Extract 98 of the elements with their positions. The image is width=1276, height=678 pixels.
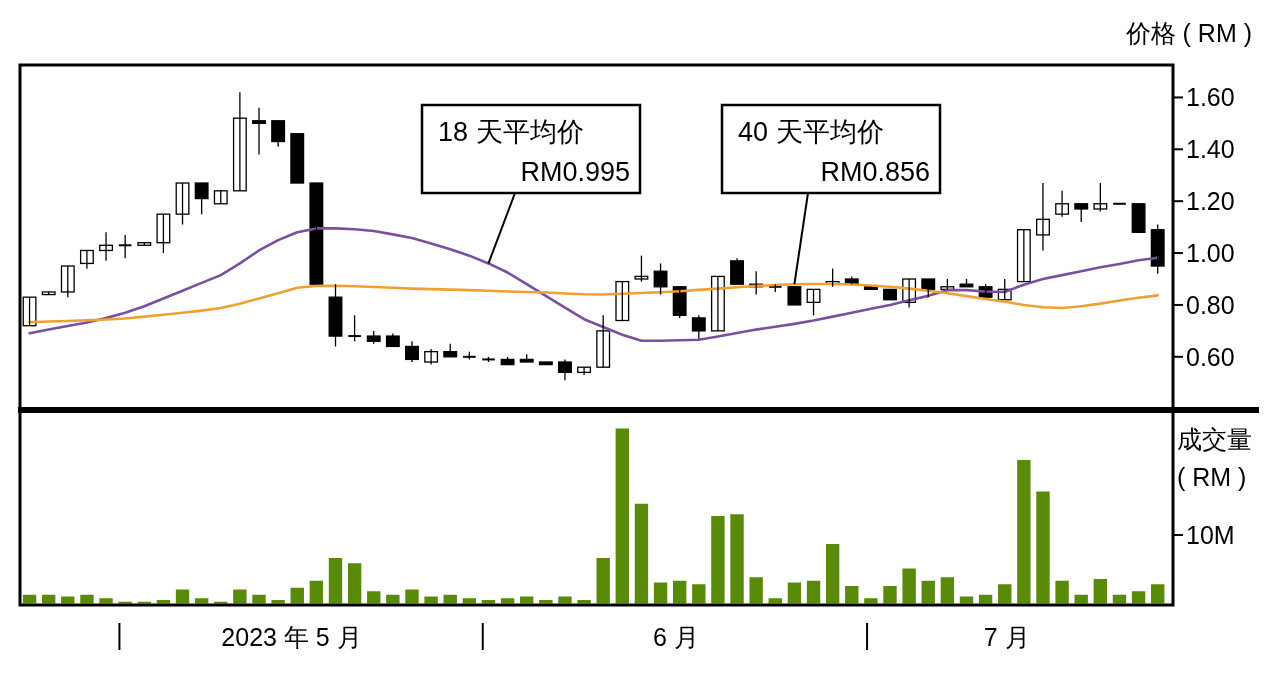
bar bbox=[825, 544, 840, 604]
bar bbox=[309, 580, 324, 604]
bar bbox=[959, 596, 974, 604]
bar bbox=[1093, 579, 1108, 604]
bar bbox=[1074, 594, 1088, 604]
bar bbox=[921, 580, 935, 604]
bar bbox=[902, 568, 916, 604]
bar bbox=[194, 598, 209, 604]
bar bbox=[883, 586, 897, 604]
bar bbox=[940, 577, 955, 604]
candlestick bbox=[710, 275, 725, 332]
bar bbox=[749, 577, 763, 604]
candlestick bbox=[1150, 223, 1165, 275]
bar bbox=[1055, 580, 1069, 604]
y-tick-label: 1.00 bbox=[1186, 239, 1235, 268]
bar bbox=[787, 582, 802, 604]
candlestick bbox=[691, 314, 706, 340]
bar bbox=[864, 598, 878, 604]
candlestick bbox=[1016, 229, 1031, 283]
y-tick-label: 1.20 bbox=[1186, 187, 1235, 216]
candlestick bbox=[309, 182, 324, 285]
bar bbox=[998, 584, 1012, 604]
bar bbox=[806, 580, 821, 604]
bar bbox=[672, 580, 687, 604]
bar bbox=[61, 596, 75, 604]
candlestick bbox=[863, 286, 878, 291]
bar bbox=[1036, 491, 1050, 604]
bar bbox=[233, 589, 247, 604]
y-tick-label: 1.60 bbox=[1186, 83, 1235, 112]
y-tick-label: 1.40 bbox=[1186, 135, 1235, 164]
bar bbox=[634, 503, 649, 604]
bar bbox=[768, 598, 782, 604]
bar bbox=[290, 587, 304, 604]
y-tick-label: 0.80 bbox=[1186, 290, 1235, 319]
bar bbox=[692, 584, 706, 604]
y-tick-label: 0.60 bbox=[1186, 342, 1235, 371]
candlestick bbox=[615, 280, 630, 322]
bar bbox=[347, 563, 362, 604]
bar bbox=[520, 596, 534, 604]
candlestick bbox=[883, 288, 897, 301]
bar bbox=[1151, 584, 1165, 604]
y-axis-title: 成交量 ( RM ) bbox=[1177, 425, 1252, 491]
bar bbox=[22, 594, 37, 604]
candlestick bbox=[252, 107, 266, 156]
text: 2023 年 5 月 bbox=[221, 623, 362, 651]
candlestick bbox=[1093, 182, 1108, 213]
bar bbox=[367, 591, 381, 604]
candlestick bbox=[538, 361, 553, 366]
candlestick bbox=[385, 332, 400, 348]
annotation: 40 天平均价 RM0.856 bbox=[738, 117, 930, 187]
bar bbox=[577, 600, 591, 604]
text: 10M bbox=[1186, 521, 1235, 549]
bar bbox=[405, 589, 419, 604]
candlestick bbox=[347, 314, 362, 342]
text: 7 月 bbox=[983, 623, 1030, 651]
candlestick bbox=[634, 255, 649, 283]
y-axis-title: 价格 ( RM ) bbox=[1124, 19, 1252, 47]
bar bbox=[462, 598, 477, 604]
candlestick bbox=[596, 314, 611, 368]
bar bbox=[845, 586, 859, 604]
bar bbox=[156, 600, 171, 604]
bar bbox=[730, 514, 744, 604]
bar bbox=[443, 594, 457, 604]
bar bbox=[615, 428, 630, 604]
candlestick bbox=[41, 291, 56, 296]
bar bbox=[424, 596, 438, 604]
bar bbox=[596, 558, 610, 604]
candlestick bbox=[1074, 203, 1089, 223]
candlestick bbox=[156, 213, 171, 254]
bar bbox=[41, 594, 56, 604]
bar bbox=[252, 594, 266, 604]
bar bbox=[1017, 460, 1031, 604]
candlestick bbox=[22, 296, 37, 327]
callout: 40 天平均价 RM0.856 bbox=[720, 103, 942, 286]
bar bbox=[653, 582, 668, 604]
bar bbox=[481, 600, 496, 604]
bar bbox=[978, 594, 993, 604]
callout: 18 天平均价 RM0.995 bbox=[420, 103, 642, 265]
bar bbox=[271, 600, 285, 604]
annotation: 18 天平均价 RM0.995 bbox=[438, 117, 630, 187]
bar bbox=[386, 594, 400, 604]
candlestick bbox=[1131, 203, 1146, 233]
candlestick bbox=[60, 265, 75, 298]
bar bbox=[99, 598, 113, 604]
candlestick bbox=[290, 133, 305, 184]
bar bbox=[175, 589, 190, 604]
candlestick bbox=[787, 286, 802, 306]
bar bbox=[1131, 591, 1146, 604]
bar bbox=[328, 558, 343, 604]
candlestick bbox=[194, 182, 209, 215]
candlestick bbox=[921, 278, 936, 298]
bar bbox=[80, 594, 94, 604]
bar bbox=[539, 600, 553, 604]
text: 6 月 bbox=[652, 623, 699, 651]
bar bbox=[500, 598, 515, 604]
bar bbox=[558, 596, 572, 604]
bar bbox=[1112, 594, 1127, 604]
bar bbox=[711, 516, 725, 604]
